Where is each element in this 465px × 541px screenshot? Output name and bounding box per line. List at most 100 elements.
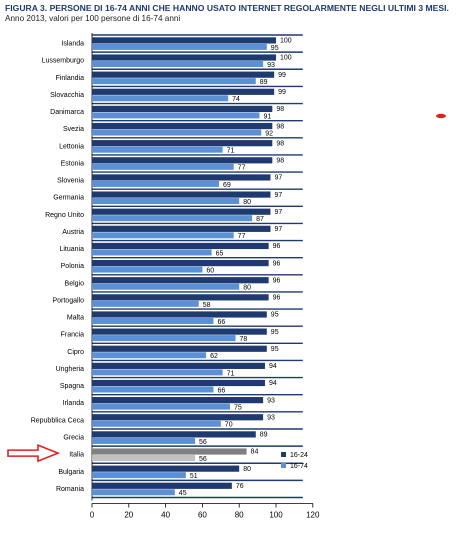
value-label-16-24: 100: [280, 38, 292, 45]
bar-16-74: [92, 129, 262, 136]
bar-16-24: [92, 362, 265, 369]
category-label: Romania: [56, 486, 84, 493]
value-label-16-74: 77: [238, 165, 246, 172]
value-label-16-74: 92: [265, 130, 273, 137]
bar-16-24: [92, 431, 256, 438]
bar-16-24: [92, 140, 273, 147]
value-label-16-24: 94: [269, 363, 277, 370]
value-label-16-74: 58: [203, 302, 211, 309]
x-tick-label: 120: [306, 511, 320, 520]
bar-16-24: [92, 122, 273, 130]
bar-16-24: [92, 379, 265, 387]
value-label-16-24: 95: [271, 312, 279, 319]
bar-16-74: [92, 335, 236, 342]
value-label-16-24: 95: [271, 329, 279, 336]
value-label-16-24: 96: [273, 295, 281, 302]
bar-16-74: [92, 489, 175, 496]
x-tick-label: 0: [90, 511, 95, 520]
bar-16-24: [92, 191, 271, 198]
value-label-16-24: 99: [278, 72, 286, 79]
bar-16-74: [92, 300, 199, 307]
value-label-16-74: 80: [243, 285, 251, 292]
legend-swatch-16-74: [281, 463, 286, 468]
category-label: Lussemburgo: [42, 58, 85, 65]
bar-16-74: [92, 146, 223, 153]
value-label-16-24: 76: [236, 483, 244, 490]
value-label-16-74: 89: [260, 79, 268, 86]
category-label: Belgio: [65, 280, 85, 287]
value-label-16-24: 97: [274, 192, 282, 199]
bar-16-24: [92, 37, 276, 44]
category-label: Cipro: [67, 349, 84, 356]
category-label: Malta: [67, 315, 84, 322]
bar-16-74: [92, 369, 223, 376]
value-label-16-24: 100: [280, 55, 292, 62]
bar-16-24: [92, 448, 247, 455]
bar-16-24: [92, 208, 271, 215]
category-label: Francia: [61, 332, 84, 339]
bar-16-74: [92, 180, 219, 187]
bar-16-24: [92, 157, 273, 164]
value-label-16-74: 77: [238, 233, 246, 240]
bar-16-74: [92, 420, 221, 427]
category-label: Germania: [53, 195, 84, 202]
red-mark-icon: [436, 113, 446, 119]
bar-16-24: [92, 174, 271, 181]
bar-16-24: [92, 105, 273, 113]
category-label: Polonia: [61, 263, 84, 270]
bar-16-24: [92, 482, 232, 489]
bar-16-74: [92, 43, 267, 50]
category-label: Danimarca: [50, 109, 84, 116]
x-tick-label: 40: [161, 511, 170, 520]
bar-16-74: [92, 437, 196, 444]
value-label-16-74: 60: [206, 267, 214, 274]
value-label-16-24: 98: [276, 158, 284, 165]
value-label-16-24: 80: [243, 466, 251, 473]
bar-16-74: [92, 317, 214, 324]
bar-16-24: [92, 88, 275, 95]
value-label-16-74: 87: [256, 216, 264, 223]
value-label-16-24: 98: [276, 123, 284, 130]
bar-16-74: [92, 232, 234, 239]
x-tick-label: 60: [198, 511, 207, 520]
x-tick-label: 80: [235, 511, 244, 520]
bar-16-74: [92, 249, 212, 256]
value-label-16-24: 96: [273, 277, 281, 284]
value-label-16-24: 89: [260, 432, 268, 439]
value-label-16-24: 84: [251, 449, 259, 456]
legend-label-16-24: 16-24: [290, 452, 308, 459]
value-label-16-74: 56: [199, 456, 207, 463]
bar-16-74: [92, 403, 230, 410]
value-label-16-24: 98: [276, 106, 284, 113]
bar-16-74: [92, 112, 260, 119]
value-label-16-24: 97: [274, 209, 282, 216]
value-label-16-24: 99: [278, 89, 286, 96]
value-label-16-74: 80: [243, 199, 251, 206]
bar-16-74: [92, 95, 229, 102]
value-label-16-74: 71: [227, 148, 235, 155]
bar-16-74: [92, 61, 264, 68]
category-label: Svezia: [63, 126, 84, 133]
value-label-16-74: 78: [240, 336, 248, 343]
legend-label-16-74: 16-74: [290, 463, 308, 470]
x-tick-label: 100: [269, 511, 283, 520]
bar-16-24: [92, 71, 275, 78]
bar-16-24: [92, 54, 276, 61]
value-label-16-24: 93: [267, 414, 275, 421]
value-label-16-74: 74: [232, 96, 240, 103]
bar-16-74: [92, 266, 203, 273]
value-label-16-74: 95: [271, 45, 279, 52]
value-label-16-24: 94: [269, 380, 277, 387]
value-label-16-74: 62: [210, 353, 218, 360]
bar-16-74: [92, 215, 253, 222]
bar-16-24: [92, 345, 267, 352]
bar-16-74: [92, 78, 256, 85]
category-label: Irlanda: [63, 400, 85, 407]
bar-16-24: [92, 277, 269, 284]
value-label-16-24: 96: [273, 260, 281, 267]
category-label: Regno Unito: [45, 212, 84, 219]
category-label: Grecia: [63, 434, 84, 441]
value-label-16-74: 91: [263, 113, 271, 120]
bar-16-74: [92, 163, 234, 170]
bar-16-74: [92, 455, 196, 462]
